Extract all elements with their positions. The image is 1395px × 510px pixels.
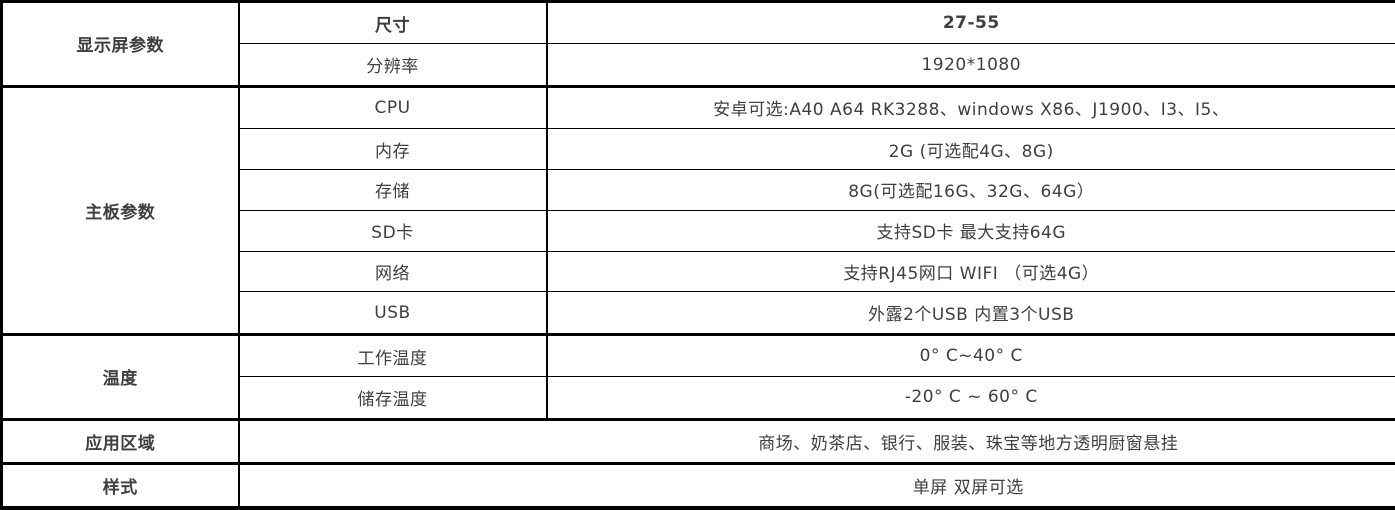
spec-value-size: 27-55 (545, 0, 1395, 45)
table-row: 储存温度 -20° C ~ 60° C (2, 376, 1395, 420)
category-display-params: 显示屏参数 (0, 1, 240, 87)
table-row: 存储 8G(可选配16G、32G、64G） (2, 169, 1395, 211)
spec-label-storage-temp: 储存温度 (237, 376, 548, 420)
table-row: 内存 2G (可选配4G、8G) (2, 128, 1395, 170)
spec-value-working-temp: 0° C~40° C (545, 332, 1395, 378)
spec-label-resolution: 分辨率 (237, 43, 548, 87)
table-row: 样式 单屏 双屏可选 (0, 461, 1395, 509)
spec-value-network: 支持RJ45网口 WIFI （可选4G） (545, 250, 1395, 293)
table-row: SD卡 支持SD卡 最大支持64G (2, 209, 1395, 252)
table-row: USB 外露2个USB 内置3个USB (2, 291, 1395, 335)
category-mainboard-params: 主板参数 (0, 84, 240, 335)
category-style: 样式 (0, 461, 240, 509)
table-row: 应用区域 商场、奶茶店、银行、服装、珠宝等地方透明厨窗悬挂 (0, 417, 1395, 464)
spec-value-cpu: 安卓可选:A40 A64 RK3288、windows X86、J1900、I3… (545, 84, 1395, 130)
category-temperature: 温度 (0, 332, 240, 420)
table-row: 网络 支持RJ45网口 WIFI （可选4G） (2, 250, 1395, 293)
spec-label-storage: 存储 (237, 169, 548, 211)
spec-label-size: 尺寸 (237, 0, 548, 45)
table-row: 温度 工作温度 0° C~40° C (0, 332, 1395, 420)
spec-value-memory: 2G (可选配4G、8G) (545, 128, 1395, 170)
spec-label-usb: USB (237, 291, 548, 335)
spec-value-storage: 8G(可选配16G、32G、64G） (545, 169, 1395, 211)
spec-value-resolution: 1920*1080 (545, 43, 1395, 87)
category-application-area: 应用区域 (0, 417, 240, 464)
spec-label-memory: 内存 (237, 128, 548, 170)
spec-value-sd-card: 支持SD卡 最大支持64G (545, 209, 1395, 252)
table-row: 显示屏参数 尺寸 27-55 (0, 0, 1395, 87)
table-row: 主板参数 CPU 安卓可选:A40 A64 RK3288、windows X86… (0, 84, 1395, 335)
spec-value-storage-temp: -20° C ~ 60° C (545, 376, 1395, 420)
spec-label-network: 网络 (237, 250, 548, 293)
spec-value-style: 单屏 双屏可选 (237, 461, 1395, 509)
spec-label-sd-card: SD卡 (237, 209, 548, 252)
spec-label-cpu: CPU (237, 84, 548, 130)
spec-label-working-temp: 工作温度 (237, 332, 548, 378)
table-row: 分辨率 1920*1080 (2, 43, 1395, 87)
spec-value-usb: 外露2个USB 内置3个USB (545, 291, 1395, 335)
spec-value-application-area: 商场、奶茶店、银行、服装、珠宝等地方透明厨窗悬挂 (237, 417, 1395, 464)
